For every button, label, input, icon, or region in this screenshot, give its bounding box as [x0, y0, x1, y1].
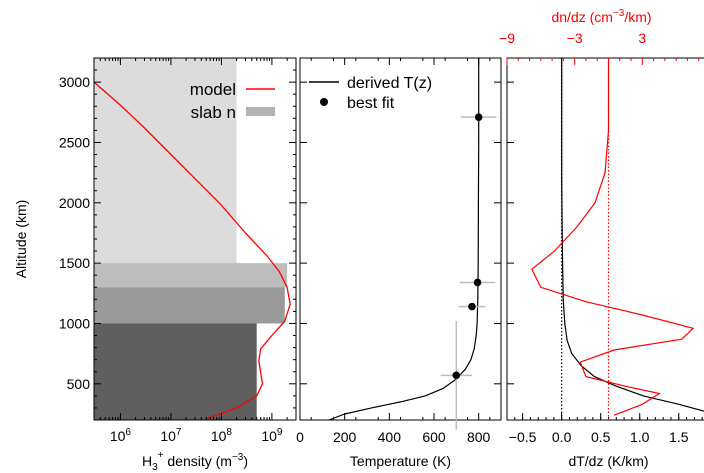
dn-dz-axis-label: dn/dz (cm−3/km): [551, 8, 651, 25]
dn-dz-label-rest: /km): [624, 9, 651, 25]
model-density-line: [93, 81, 291, 420]
density-x-axis-label: H3+ density (m−3): [142, 450, 248, 473]
dn-dz-line: [531, 58, 695, 416]
gradient-x-tick-label-4: 1.5: [669, 429, 689, 445]
y-tick-label-500: 500: [67, 376, 91, 392]
y-tick-label-3000: 3000: [59, 74, 90, 90]
density-x-tick-label-1: 107: [160, 427, 182, 444]
density-x-tick-label-2: 108: [211, 427, 233, 444]
legend-label-best-fit: best fit: [347, 95, 395, 112]
dn-dz-tick-label-0: −9: [499, 30, 515, 46]
temperature-x-tick-label-0: 0: [296, 429, 304, 445]
y-tick-label-2000: 2000: [59, 195, 90, 211]
y-tick-label-2500: 2500: [59, 134, 90, 150]
dn-dz-label-exponent: −3: [613, 8, 625, 19]
legend-label-derived: derived T(z): [347, 75, 432, 92]
tick-base: 10: [110, 428, 126, 444]
best-fit-point-2: [468, 302, 476, 311]
density-x-tick-label-3: 109: [261, 427, 283, 444]
tick-exponent: 7: [176, 427, 182, 438]
best-fit-point-3: [452, 371, 461, 380]
y-tick-label-1000: 1000: [59, 315, 90, 331]
legend-label-model: model: [190, 80, 236, 99]
gradient-x-axis-label: dT/dz (K/km): [568, 453, 648, 469]
xlabel-subscript: 3: [152, 462, 158, 473]
tick-base: 10: [261, 428, 277, 444]
tick-exponent: 9: [277, 427, 283, 438]
legend-swatch-best-fit: [320, 98, 328, 106]
xlabel-rest: density (m: [163, 453, 231, 469]
tick-base: 10: [211, 428, 227, 444]
tick-exponent: 6: [125, 427, 131, 438]
gradient-x-tick-label-0: −0.5: [509, 429, 537, 445]
xlabel-superscript: +: [158, 450, 164, 461]
dn-dz-tick-label-2: 3: [638, 30, 646, 46]
best-fit-point-1: [473, 278, 482, 287]
xlabel-close: ): [243, 453, 248, 469]
y-tick-label-1500: 1500: [59, 255, 90, 271]
tick-exponent: 8: [226, 427, 232, 438]
gradient-x-tick-label-3: 1.0: [630, 429, 650, 445]
dn-dz-tick-label-1: −3: [567, 30, 583, 46]
density-slab-0: [94, 58, 237, 264]
density-slab-3: [94, 323, 257, 420]
temperature-x-tick-label-800: 800: [467, 429, 491, 445]
gradient-x-tick-label-1: 0.0: [552, 429, 572, 445]
density-slab-2: [94, 287, 285, 324]
y-axis-label: Altitude (km): [13, 200, 29, 279]
xlabel-main: H: [142, 453, 152, 469]
gradient-x-tick-label-2: 0.5: [591, 429, 611, 445]
temperature-panel-frame: [299, 57, 502, 421]
density-slab-1: [94, 263, 288, 288]
gradient-panel-frame: [506, 57, 704, 421]
derived-temperature-line: [328, 58, 480, 421]
xlabel-unit-exponent: −3: [232, 452, 244, 463]
temperature-x-tick-label-200: 200: [333, 429, 357, 445]
legend-swatch-slab: [246, 107, 275, 116]
temperature-x-axis-label: Temperature (K): [350, 453, 451, 469]
legend-label-slab: slab n: [191, 103, 236, 122]
temperature-x-tick-label-600: 600: [422, 429, 446, 445]
dT-dz-line: [561, 58, 704, 412]
density-x-tick-label-0: 106: [110, 427, 132, 444]
best-fit-point-0: [474, 113, 483, 121]
tick-base: 10: [160, 428, 176, 444]
dn-dz-label-main: dn/dz (cm: [551, 9, 612, 25]
temperature-x-tick-label-400: 400: [378, 429, 402, 445]
